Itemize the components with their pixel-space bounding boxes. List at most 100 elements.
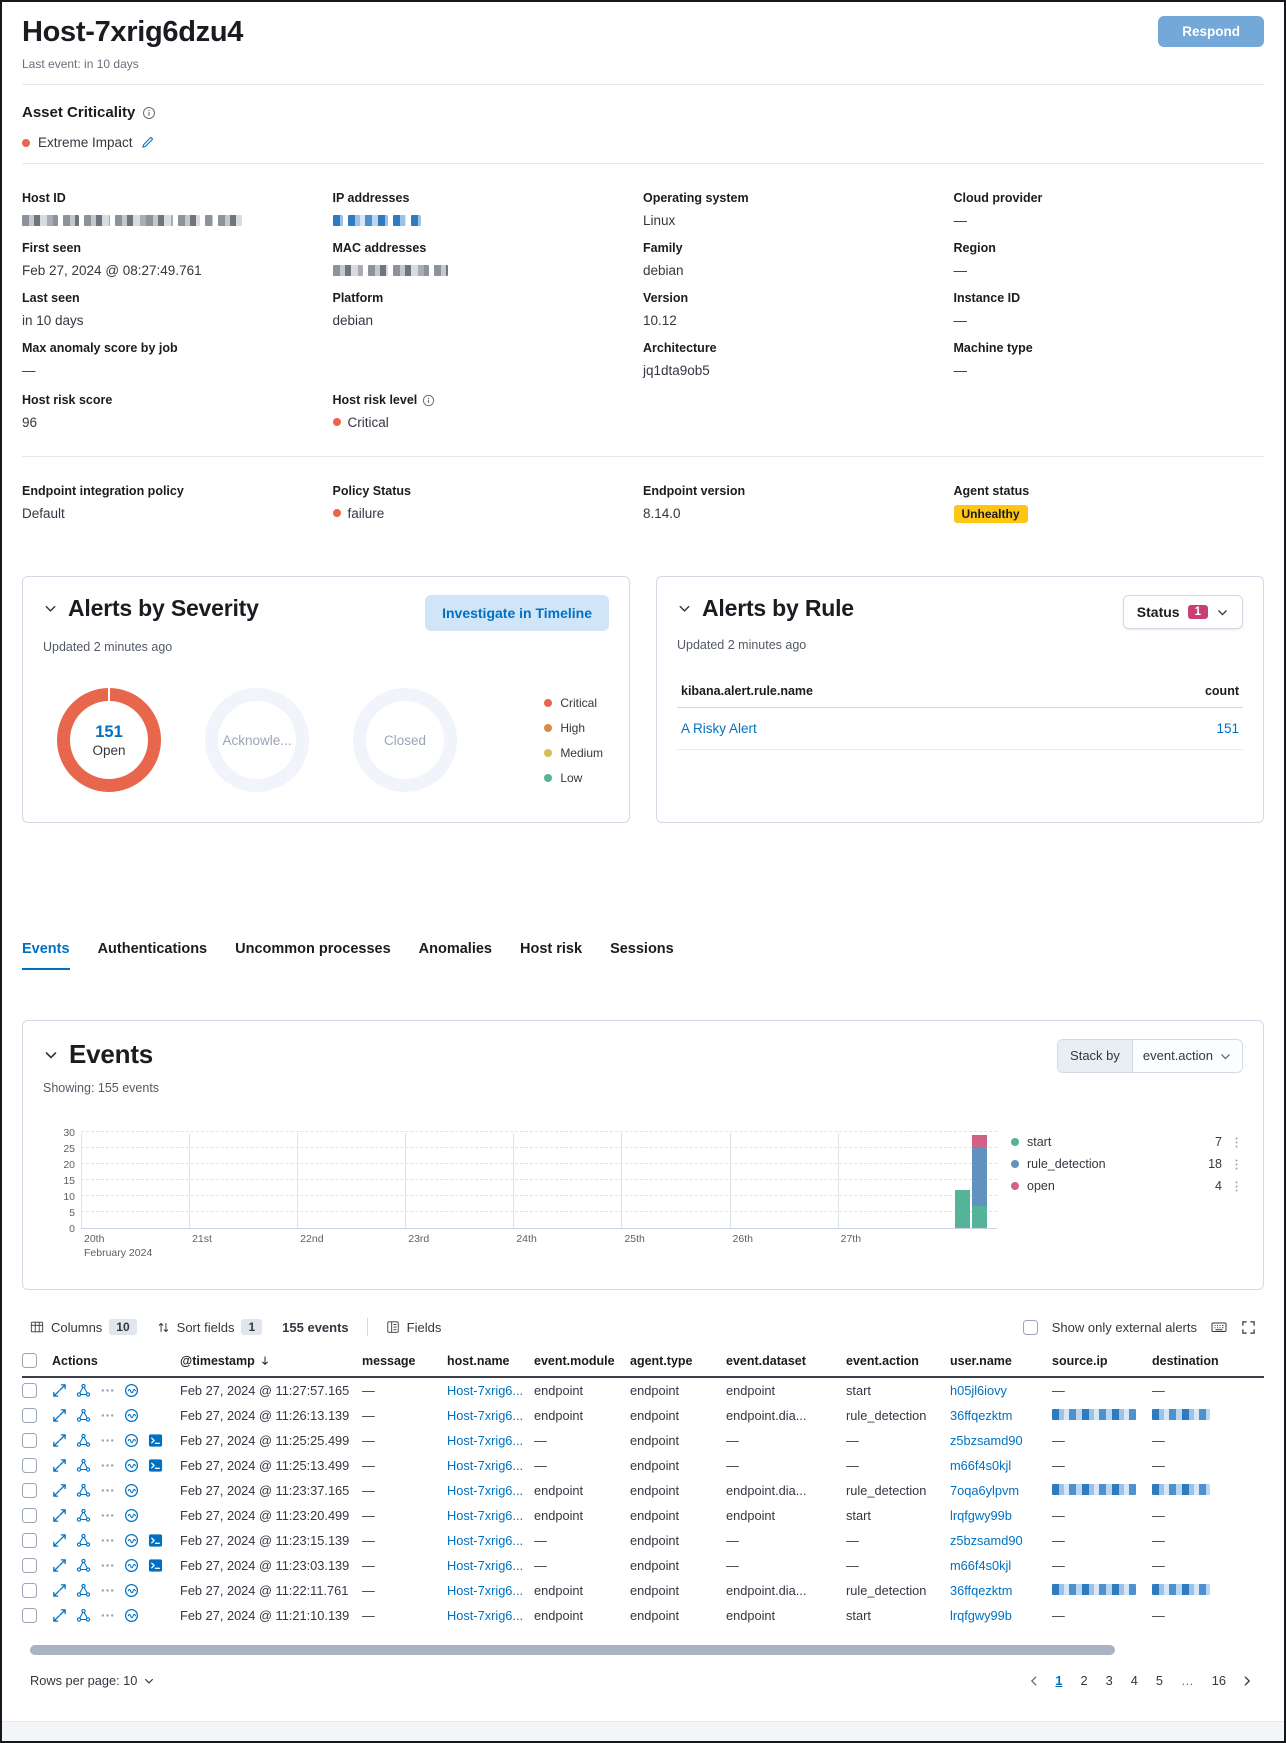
analyze-event-icon[interactable]	[76, 1608, 91, 1623]
row-checkbox[interactable]	[22, 1483, 37, 1498]
tab-sessions[interactable]: Sessions	[610, 941, 674, 957]
investigate-in-timeline-icon[interactable]	[124, 1608, 139, 1623]
row-checkbox[interactable]	[22, 1458, 37, 1473]
analyze-event-icon[interactable]	[76, 1408, 91, 1423]
cell-host-name-link[interactable]: Host-7xrig6...	[447, 1383, 524, 1398]
analyze-event-icon[interactable]	[76, 1458, 91, 1473]
investigate-in-timeline-icon[interactable]	[124, 1558, 139, 1573]
legend-actions-icon[interactable]	[1230, 1136, 1243, 1149]
more-actions-icon[interactable]	[100, 1558, 115, 1573]
cell-user-name-link[interactable]: m66f4s0kjl	[950, 1458, 1012, 1473]
row-checkbox[interactable]	[22, 1508, 37, 1523]
collapse-chevron-icon[interactable]	[43, 601, 58, 616]
tab-uncommon-processes[interactable]: Uncommon processes	[235, 941, 391, 957]
open-alerts-count-link[interactable]: 151	[95, 722, 123, 741]
page-button-5[interactable]: 5	[1155, 1673, 1163, 1688]
column-header-eventdataset[interactable]: event.dataset	[726, 1353, 806, 1368]
cell-host-name-link[interactable]: Host-7xrig6...	[447, 1608, 524, 1623]
investigate-in-timeline-button[interactable]: Investigate in Timeline	[425, 595, 609, 631]
cell-user-name-link[interactable]: lrqfgwy99b	[950, 1508, 1012, 1523]
cell-user-name-link[interactable]: 7oqa6ylpvm	[950, 1483, 1020, 1498]
cell-host-name-link[interactable]: Host-7xrig6...	[447, 1508, 524, 1523]
legend-actions-icon[interactable]	[1230, 1180, 1243, 1193]
previous-page-icon[interactable]	[1025, 1674, 1043, 1688]
collapse-chevron-icon[interactable]	[43, 1047, 59, 1063]
chart-legend-item-start[interactable]: start 7	[1011, 1135, 1243, 1149]
column-header-sourceip[interactable]: source.ip	[1052, 1353, 1108, 1368]
cell-host-name-link[interactable]: Host-7xrig6...	[447, 1558, 524, 1573]
cell-user-name-link[interactable]: h05jl6iovy	[950, 1383, 1007, 1398]
rows-per-page-button[interactable]: Rows per page: 10	[30, 1673, 155, 1688]
analyze-event-icon[interactable]	[76, 1483, 91, 1498]
respond-button[interactable]: Respond	[1158, 16, 1264, 47]
stack-by-control[interactable]: Stack by event.action	[1057, 1039, 1243, 1073]
more-actions-icon[interactable]	[100, 1533, 115, 1548]
analyze-event-icon[interactable]	[76, 1508, 91, 1523]
investigate-in-timeline-icon[interactable]	[124, 1408, 139, 1423]
cell-user-name-link[interactable]: 36ffqezktm	[950, 1408, 1013, 1423]
expand-event-icon[interactable]	[52, 1533, 67, 1548]
open-session-viewer-icon[interactable]	[148, 1533, 163, 1548]
horizontal-scrollbar[interactable]	[30, 1645, 1115, 1655]
cell-user-name-link[interactable]: 36ffqezktm	[950, 1583, 1013, 1598]
column-header-message[interactable]: message	[362, 1353, 416, 1368]
more-actions-icon[interactable]	[100, 1383, 115, 1398]
row-checkbox[interactable]	[22, 1608, 37, 1623]
cell-user-name-link[interactable]: m66f4s0kjl	[950, 1558, 1012, 1573]
expand-event-icon[interactable]	[52, 1458, 67, 1473]
cell-host-name-link[interactable]: Host-7xrig6...	[447, 1533, 524, 1548]
expand-event-icon[interactable]	[52, 1408, 67, 1423]
column-header-username[interactable]: user.name	[950, 1353, 1012, 1368]
fields-button[interactable]: Fields	[386, 1320, 441, 1335]
investigate-in-timeline-icon[interactable]	[124, 1433, 139, 1448]
tab-authentications[interactable]: Authentications	[97, 941, 208, 957]
next-page-icon[interactable]	[1238, 1674, 1256, 1688]
column-header-agenttype[interactable]: agent.type	[630, 1353, 693, 1368]
row-checkbox[interactable]	[22, 1408, 37, 1423]
info-icon[interactable]	[422, 394, 435, 407]
keyboard-shortcuts-icon[interactable]	[1211, 1319, 1227, 1335]
row-checkbox[interactable]	[22, 1533, 37, 1548]
external-alerts-checkbox[interactable]	[1022, 1319, 1038, 1335]
column-header-eventmodule[interactable]: event.module	[534, 1353, 615, 1368]
analyze-event-icon[interactable]	[76, 1583, 91, 1598]
expand-event-icon[interactable]	[52, 1558, 67, 1573]
cell-host-name-link[interactable]: Host-7xrig6...	[447, 1433, 524, 1448]
cell-host-name-link[interactable]: Host-7xrig6...	[447, 1583, 524, 1598]
column-header-eventaction[interactable]: event.action	[846, 1353, 919, 1368]
analyze-event-icon[interactable]	[76, 1558, 91, 1573]
investigate-in-timeline-icon[interactable]	[124, 1508, 139, 1523]
status-filter-button[interactable]: Status 1	[1122, 595, 1243, 629]
rule-name-link[interactable]: A Risky Alert	[681, 721, 757, 736]
investigate-in-timeline-icon[interactable]	[124, 1383, 139, 1398]
cell-user-name-link[interactable]: lrqfgwy99b	[950, 1608, 1012, 1623]
cell-host-name-link[interactable]: Host-7xrig6...	[447, 1408, 524, 1423]
expand-event-icon[interactable]	[52, 1433, 67, 1448]
expand-event-icon[interactable]	[52, 1383, 67, 1398]
chart-legend-item-rule_detection[interactable]: rule_detection 18	[1011, 1157, 1243, 1171]
row-checkbox[interactable]	[22, 1433, 37, 1448]
investigate-in-timeline-icon[interactable]	[124, 1458, 139, 1473]
edit-criticality-icon[interactable]	[141, 136, 154, 149]
more-actions-icon[interactable]	[100, 1433, 115, 1448]
more-actions-icon[interactable]	[100, 1583, 115, 1598]
cell-host-name-link[interactable]: Host-7xrig6...	[447, 1458, 524, 1473]
more-actions-icon[interactable]	[100, 1483, 115, 1498]
row-checkbox[interactable]	[22, 1558, 37, 1573]
analyze-event-icon[interactable]	[76, 1433, 91, 1448]
expand-event-icon[interactable]	[52, 1583, 67, 1598]
tab-host-risk[interactable]: Host risk	[520, 941, 583, 957]
fullscreen-icon[interactable]	[1241, 1320, 1256, 1335]
tab-events[interactable]: Events	[22, 941, 70, 970]
tab-anomalies[interactable]: Anomalies	[418, 941, 492, 957]
page-button-3[interactable]: 3	[1105, 1673, 1113, 1688]
open-session-viewer-icon[interactable]	[148, 1458, 163, 1473]
more-actions-icon[interactable]	[100, 1508, 115, 1523]
row-checkbox[interactable]	[22, 1583, 37, 1598]
investigate-in-timeline-icon[interactable]	[124, 1483, 139, 1498]
analyze-event-icon[interactable]	[76, 1533, 91, 1548]
more-actions-icon[interactable]	[100, 1458, 115, 1473]
open-session-viewer-icon[interactable]	[148, 1558, 163, 1573]
column-header-destination[interactable]: destination	[1152, 1353, 1219, 1368]
page-button-16[interactable]: 16	[1211, 1673, 1226, 1688]
